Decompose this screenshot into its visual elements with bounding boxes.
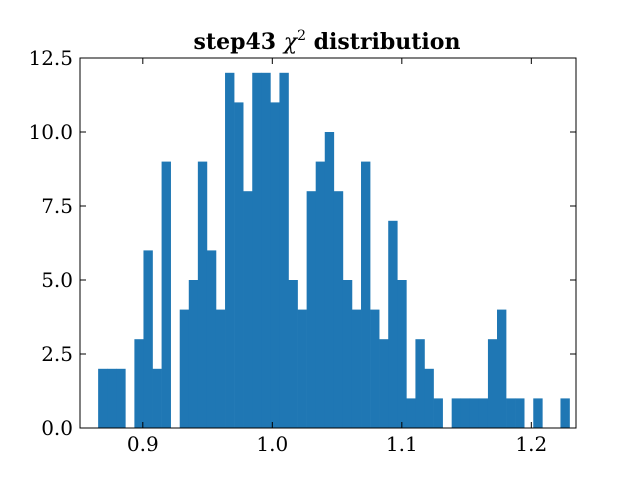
title-suffix: distribution [306, 29, 460, 55]
histogram-bar [406, 398, 416, 428]
x-tick-label: 1.1 [386, 432, 418, 456]
histogram-bar [361, 161, 371, 428]
histogram-bar [533, 398, 543, 428]
histogram-bar [506, 398, 516, 428]
histogram-bar [188, 280, 199, 428]
histogram-bar [98, 368, 108, 428]
histogram-bar [469, 398, 480, 428]
histogram-bar [243, 191, 253, 428]
x-tick-label: 1.0 [256, 432, 288, 456]
histogram-bar [152, 368, 162, 428]
title-prefix: step43 [194, 29, 284, 55]
histogram-bar [261, 72, 271, 429]
histogram-bar [333, 191, 344, 428]
histogram-bar [161, 161, 171, 428]
x-tick-label: 1.2 [515, 432, 547, 456]
histogram-bar [415, 339, 425, 428]
histogram-bar [424, 368, 434, 428]
histogram-bar [206, 250, 217, 428]
bars-group [98, 72, 570, 429]
histogram-bar [433, 398, 443, 428]
histogram-bar [478, 398, 489, 428]
histogram-bar [379, 339, 389, 428]
y-tick-label: 10.0 [28, 120, 73, 144]
x-tick-label: 0.9 [127, 432, 159, 456]
histogram-bar [315, 161, 326, 428]
y-tick-label: 7.5 [41, 194, 73, 218]
histogram-bar [279, 72, 289, 429]
histogram-bar [107, 368, 117, 428]
histogram-bar [560, 398, 570, 428]
y-tick-label: 0.0 [41, 416, 73, 440]
histogram-bar [234, 102, 244, 429]
plot-frame [79, 57, 577, 429]
histogram-bar [351, 309, 362, 428]
histogram-bar [306, 191, 316, 428]
ticks-group: 0.9 1.0 1.1 1.2 0.0 2.5 5.0 7.5 10.0 12.5 [28, 46, 576, 456]
y-tick-label: 12.5 [28, 46, 73, 70]
histogram-bar [515, 398, 525, 428]
histogram-bar [179, 309, 190, 428]
histogram-bar [460, 398, 471, 428]
histogram-bar [451, 398, 462, 428]
histogram-bar [197, 161, 208, 428]
histogram-bar [397, 280, 407, 428]
histogram-bar [370, 309, 380, 428]
y-tick-label: 5.0 [41, 268, 73, 292]
histogram-bar [225, 72, 235, 429]
histogram-bar [288, 280, 298, 428]
title-superscript: 2 [297, 28, 306, 44]
histogram-bar [116, 368, 126, 428]
histogram-bar [252, 72, 262, 429]
chart-title: step43 χ2 distribution [194, 28, 461, 55]
histogram-bar [134, 339, 144, 428]
histogram-bar [143, 250, 153, 428]
histogram-bar [297, 309, 307, 428]
histogram-bar [270, 102, 280, 429]
histogram-bar [215, 309, 226, 428]
histogram-bar [497, 309, 507, 428]
histogram-bar [342, 280, 353, 428]
y-tick-label: 2.5 [41, 342, 73, 366]
histogram-bar [324, 132, 335, 428]
histogram-bar [388, 220, 398, 428]
histogram-bar [487, 339, 498, 428]
title-chi: χ [282, 30, 299, 55]
